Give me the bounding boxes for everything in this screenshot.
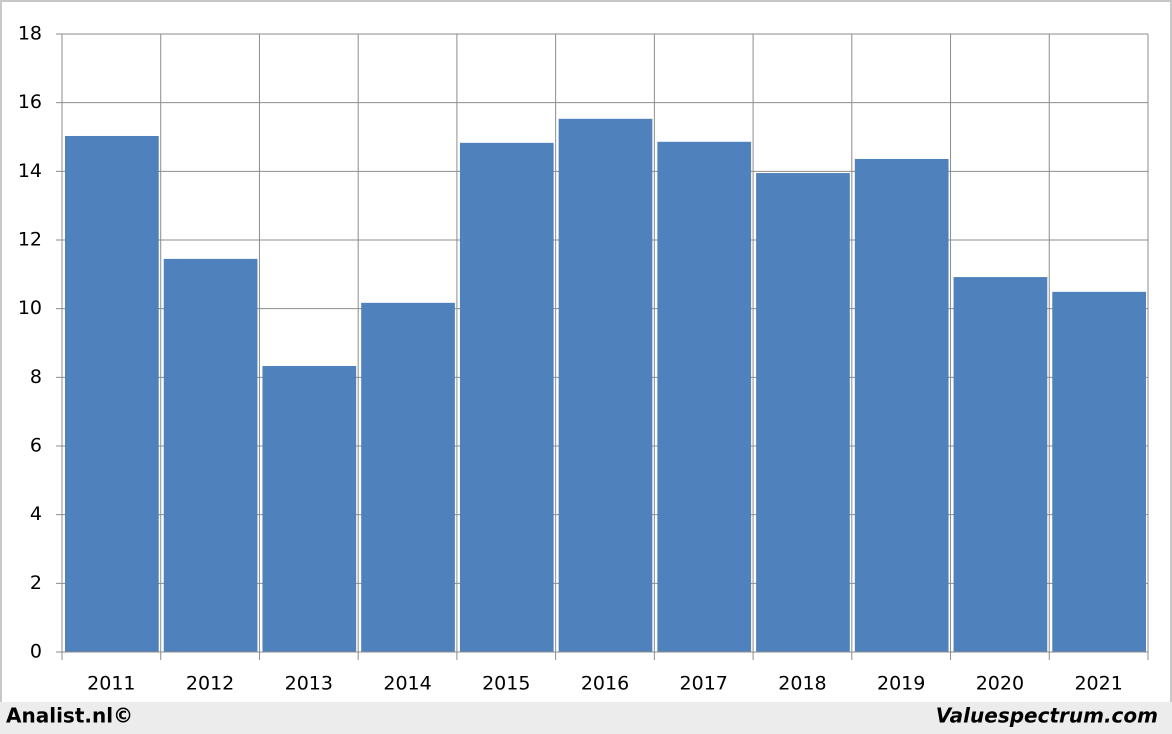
bar xyxy=(262,366,357,652)
y-tick-label: 18 xyxy=(18,23,42,45)
x-tick-label: 2012 xyxy=(186,673,234,695)
x-tick-label: 2014 xyxy=(383,673,431,695)
y-tick-label: 0 xyxy=(30,641,42,663)
y-tick-label: 6 xyxy=(30,435,42,457)
y-tick-label: 16 xyxy=(18,91,42,113)
x-tick-label: 2018 xyxy=(778,673,826,695)
y-tick-label: 14 xyxy=(18,160,42,182)
bar xyxy=(459,142,554,652)
x-tick-label: 2011 xyxy=(87,673,135,695)
y-tick-label: 12 xyxy=(18,229,42,251)
bar xyxy=(65,135,159,653)
bar xyxy=(1052,291,1146,652)
bar xyxy=(953,277,1048,652)
x-tick-label: 2017 xyxy=(680,673,728,695)
x-tick-label: 2013 xyxy=(285,673,333,695)
y-tick-label: 2 xyxy=(30,572,42,594)
x-tick-label: 2019 xyxy=(877,673,925,695)
bar xyxy=(163,258,258,652)
y-tick-label: 8 xyxy=(30,366,42,388)
x-tick-label: 2016 xyxy=(581,673,629,695)
x-tick-label: 2021 xyxy=(1074,673,1122,695)
source-right: Valuespectrum.com xyxy=(936,704,1158,728)
bar xyxy=(361,302,455,652)
bar xyxy=(657,141,752,652)
bar xyxy=(854,158,949,652)
y-tick-label: 4 xyxy=(30,503,42,525)
bar xyxy=(756,173,850,653)
x-tick-label: 2015 xyxy=(482,673,530,695)
source-left: Analist.nl© xyxy=(6,704,133,728)
bar xyxy=(558,118,653,652)
footer-strip xyxy=(0,702,1172,734)
y-tick-label: 10 xyxy=(18,297,42,319)
x-tick-label: 2020 xyxy=(976,673,1024,695)
